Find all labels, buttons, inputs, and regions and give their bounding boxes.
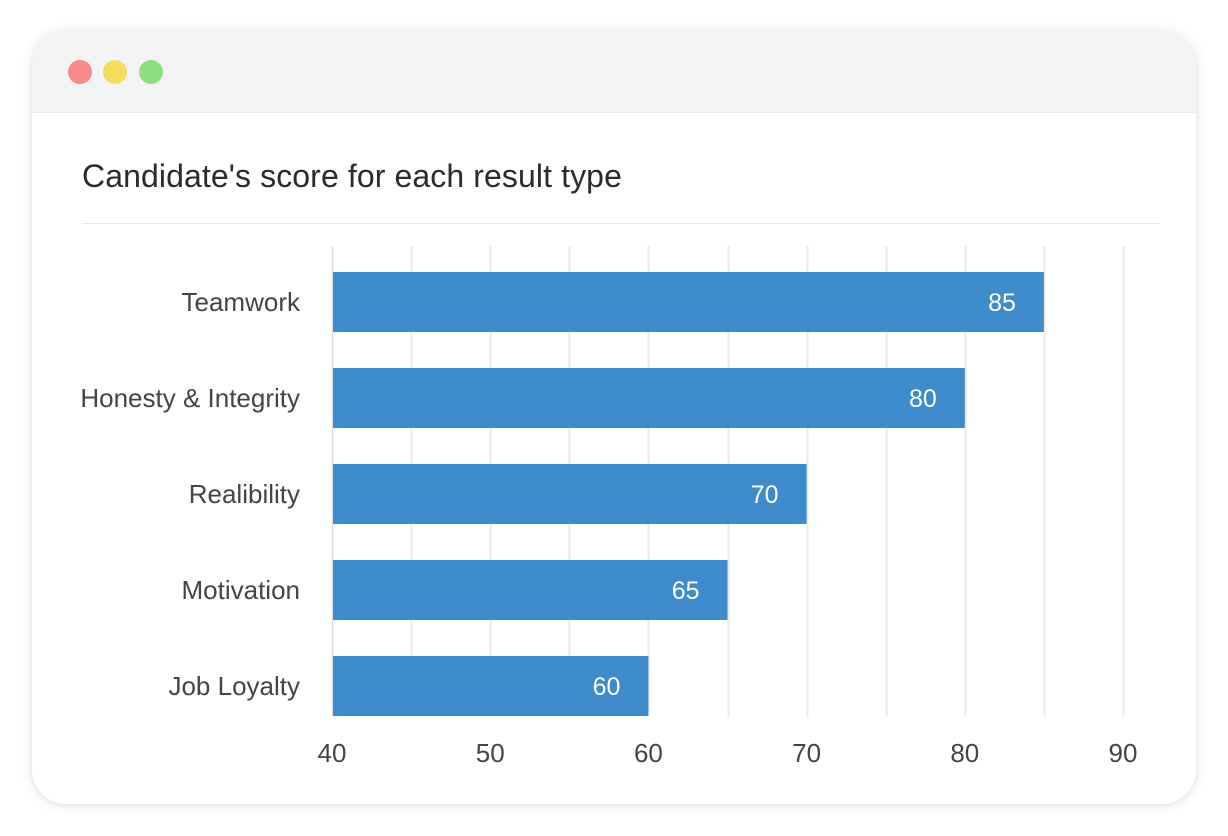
category-label: Job Loyalty [168,671,300,701]
category-label: Realibility [189,479,300,509]
bar-value-label: 60 [593,673,621,701]
x-tick-label: 40 [318,738,347,768]
chart-title: Candidate's score for each result type [82,158,622,194]
x-tick-label: 60 [634,738,663,768]
bar-value-label: 65 [672,577,700,605]
bar [332,272,1044,332]
category-label: Honesty & Integrity [80,383,300,413]
bar [332,464,807,524]
minimize-button[interactable] [103,60,127,84]
maximize-button[interactable] [139,60,163,84]
bar-value-label: 85 [988,289,1016,317]
x-tick-label: 90 [1109,738,1138,768]
category-label: Motivation [182,575,301,605]
bar-value-label: 80 [909,385,937,413]
title-divider [82,223,1160,224]
bar [332,368,965,428]
x-tick-label: 80 [950,738,979,768]
category-label: Teamwork [182,287,301,317]
bar [332,656,649,716]
x-tick-label: 70 [792,738,821,768]
bar-value-label: 70 [751,481,779,509]
close-button[interactable] [68,60,92,84]
window-titlebar [32,32,1196,113]
bar [332,560,728,620]
x-tick-label: 50 [476,738,505,768]
